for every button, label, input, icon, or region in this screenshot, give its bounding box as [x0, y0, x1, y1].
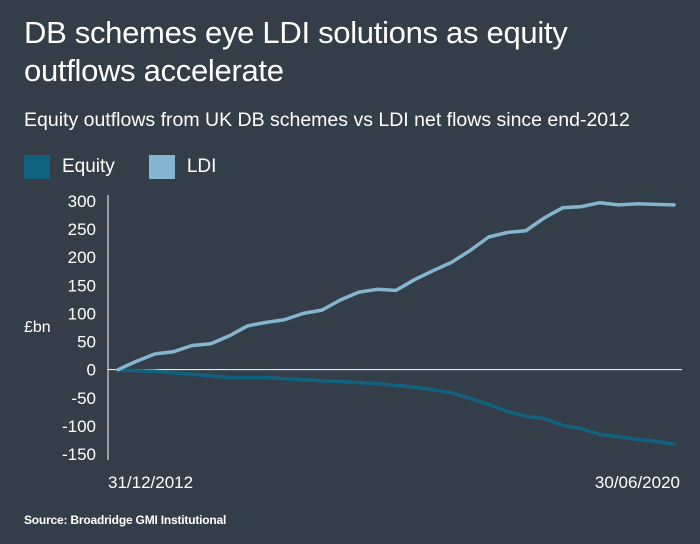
legend-item-equity: Equity	[24, 155, 115, 179]
legend-label-ldi: LDI	[186, 156, 217, 177]
series-line-equity	[116, 367, 676, 447]
legend-label-equity: Equity	[62, 156, 115, 177]
legend-item-ldi: LDI	[148, 155, 217, 179]
y-tick-label: -150	[62, 445, 96, 464]
x-axis-ticks: 31/12/2012 30/06/2020	[108, 473, 680, 492]
x-tick-label-start: 31/12/2012	[108, 473, 193, 492]
series-lines	[116, 200, 676, 447]
legend-swatch-ldi	[148, 155, 175, 179]
legend-swatch-equity	[24, 155, 50, 179]
y-tick-label: 300	[68, 192, 96, 211]
series-line-ldi	[116, 200, 676, 372]
y-tick-label: 250	[68, 220, 96, 239]
chart-title: DB schemes eye LDI solutions as equity o…	[24, 15, 568, 88]
y-tick-label: -50	[71, 389, 96, 408]
source-note: Source: Broadridge GMI Institutional	[24, 513, 227, 527]
legend: Equity LDI	[24, 154, 250, 180]
y-tick-label: 100	[68, 304, 96, 323]
y-tick-label: -100	[62, 417, 96, 436]
y-tick-label: 150	[68, 276, 96, 295]
y-tick-label: 200	[68, 248, 96, 267]
y-tick-label: 50	[77, 333, 96, 352]
x-tick-label-end: 30/06/2020	[595, 473, 680, 492]
y-axis-unit-label: £bn	[24, 319, 51, 336]
y-axis-ticks: 300 250 200 150 100 50 0 -50 -100 -150	[62, 192, 96, 464]
y-tick-label: 0	[87, 361, 96, 380]
chart-subtitle: Equity outflows from UK DB schemes vs LD…	[24, 109, 630, 131]
